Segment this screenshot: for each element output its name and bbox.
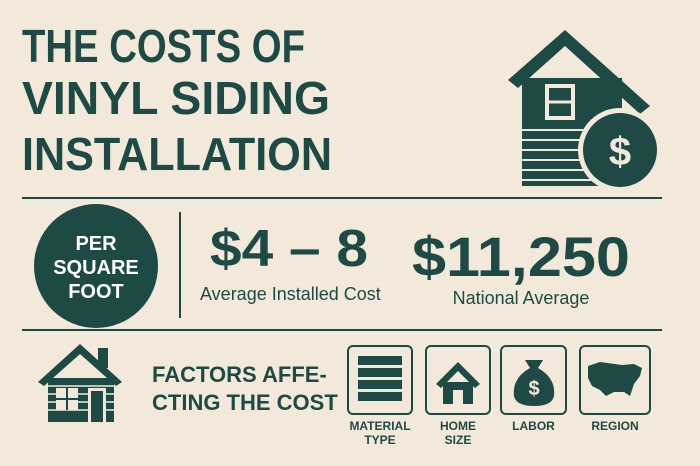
stat-label: Average Installed Cost [200, 284, 381, 304]
factor-label: TYPE [364, 433, 395, 447]
house-icon [508, 30, 662, 192]
factor-label: LABOR [512, 419, 555, 433]
factor-label: REGION [591, 419, 638, 433]
factors-heading: CTING THE COST [152, 390, 338, 415]
factor-box [500, 345, 567, 415]
stat-value: $4 – 8 [210, 220, 368, 278]
home-size-icon [436, 362, 480, 404]
dollar-sign: $ [609, 130, 631, 174]
stat-label: National Average [453, 288, 590, 308]
badge [34, 204, 158, 328]
region-icon [588, 362, 642, 396]
title-line: THE COSTS OF [22, 20, 305, 72]
small-house-icon [38, 344, 122, 422]
badge-text: PER [75, 233, 117, 255]
title-line: INSTALLATION [22, 128, 332, 180]
dollar-sign: $ [528, 378, 539, 400]
factor-box [347, 345, 413, 415]
factor-box [425, 345, 491, 415]
factor-box [579, 345, 651, 415]
labor-icon [513, 360, 555, 406]
badge-text: FOOT [68, 281, 124, 303]
factors-heading: FACTORS AFFE- [152, 362, 327, 387]
material-icon [358, 356, 402, 401]
title-line: VINYL SIDING [22, 72, 330, 124]
stat-value: $11,250 [412, 225, 630, 288]
badge-text: SQUARE [53, 257, 139, 279]
factor-label: MATERIAL [349, 419, 410, 433]
factor-label: HOME [440, 419, 476, 433]
factor-label: SIZE [445, 433, 472, 447]
